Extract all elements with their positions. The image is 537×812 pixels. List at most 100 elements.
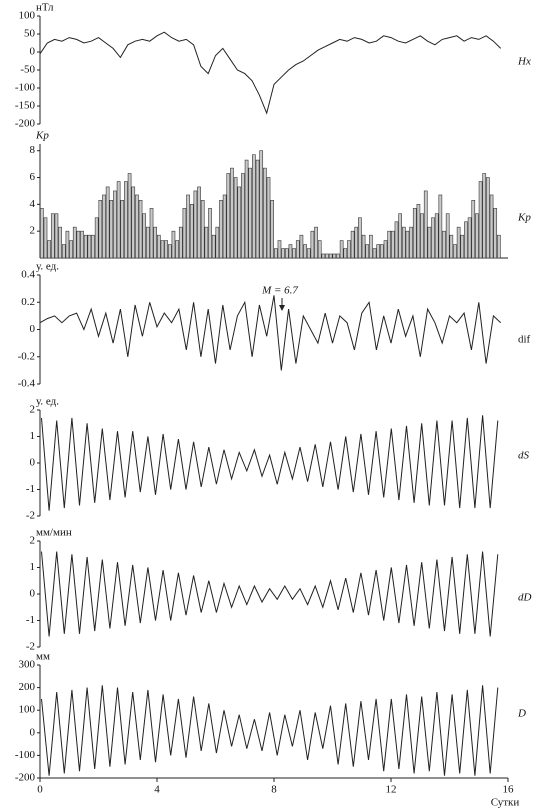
series-name: D: [517, 708, 526, 720]
y-tick-label: 200: [19, 681, 36, 693]
bar: [230, 167, 234, 259]
bar: [358, 217, 362, 259]
y-tick-label: 1: [30, 430, 36, 442]
series-name: Hx: [517, 56, 531, 68]
bar: [178, 226, 183, 259]
bar: [138, 200, 143, 259]
x-tick-label: 8: [271, 784, 277, 796]
bar: [193, 190, 198, 259]
bar: [189, 204, 194, 259]
y-unit: мм/мин: [36, 527, 72, 539]
bar: [306, 248, 311, 259]
data-line: [39, 295, 502, 371]
x-tick-label: 16: [503, 784, 515, 796]
bar: [394, 221, 399, 259]
bar: [69, 240, 73, 259]
bar: [233, 177, 238, 259]
x-tick-label: 0: [37, 784, 43, 796]
bar: [186, 194, 190, 259]
bar: [281, 248, 285, 259]
bar: [146, 226, 150, 259]
bar: [401, 226, 406, 259]
bar: [76, 230, 81, 259]
bar: [215, 226, 220, 259]
bar: [372, 248, 377, 259]
bar: [482, 173, 487, 259]
series-name: Kp: [517, 212, 531, 224]
bar: [471, 200, 476, 259]
y-tick-label: 100: [19, 704, 36, 716]
y-tick-label: 100: [19, 10, 36, 22]
y-tick-label: 0: [30, 457, 36, 469]
y-unit: у. ед.: [36, 396, 59, 408]
bar: [226, 173, 231, 259]
bar: [263, 167, 267, 259]
bar: [167, 244, 172, 259]
y-tick-label: 2: [30, 535, 36, 547]
bar: [350, 230, 355, 259]
bar: [343, 248, 348, 259]
bar: [211, 234, 216, 259]
bar: [116, 181, 121, 259]
y-tick-label: 300: [19, 659, 36, 671]
bar: [204, 226, 209, 259]
y-tick-label: -2: [26, 510, 35, 522]
bar: [456, 226, 461, 259]
x-axis-label: Сутки: [491, 797, 520, 809]
bar: [277, 240, 282, 259]
y-tick-label: 4: [30, 198, 36, 210]
bar: [237, 186, 242, 259]
bar: [497, 234, 501, 259]
series-name: dif: [518, 334, 531, 346]
data-line: [39, 31, 502, 115]
bar: [219, 200, 223, 259]
bar: [80, 230, 84, 259]
y-tick-label: -1: [26, 614, 35, 626]
bar: [105, 186, 110, 259]
bar: [222, 194, 227, 259]
bar: [175, 240, 179, 259]
bar: [478, 181, 483, 259]
bar: [398, 213, 402, 259]
bar: [72, 226, 77, 259]
bar: [43, 217, 48, 259]
y-tick-label: 0: [30, 323, 36, 335]
bar: [266, 177, 271, 259]
bar: [197, 186, 201, 259]
y-tick-label: -50: [20, 64, 35, 76]
bar: [142, 213, 147, 259]
y-tick-label: 2: [30, 225, 36, 237]
bar: [259, 150, 264, 259]
bar: [405, 230, 410, 259]
annotation-arrowhead: [279, 305, 285, 311]
bar: [149, 208, 154, 259]
bar: [284, 248, 289, 259]
bar: [438, 194, 443, 259]
bar: [423, 190, 428, 259]
bar: [244, 159, 249, 259]
bar: [317, 240, 322, 259]
y-tick-label: -100: [15, 749, 36, 761]
y-tick-label: 0: [30, 726, 36, 738]
bar: [91, 234, 95, 259]
series-name: dS: [518, 450, 530, 462]
bar: [292, 248, 296, 259]
bar: [369, 234, 373, 259]
bar: [87, 234, 92, 259]
bar: [493, 208, 498, 259]
y-tick-label: 50: [24, 28, 36, 40]
bar: [339, 240, 344, 259]
bar: [325, 253, 329, 259]
y-unit: Kp: [35, 130, 49, 142]
bar: [39, 208, 44, 259]
bar: [445, 213, 450, 259]
bar: [109, 200, 114, 259]
y-tick-label: 0.4: [21, 269, 35, 281]
bar: [171, 230, 176, 259]
bar: [248, 167, 253, 259]
annotation: M = 6.7: [261, 285, 298, 297]
bar: [124, 181, 128, 259]
bar: [442, 230, 446, 259]
bar: [299, 234, 304, 259]
